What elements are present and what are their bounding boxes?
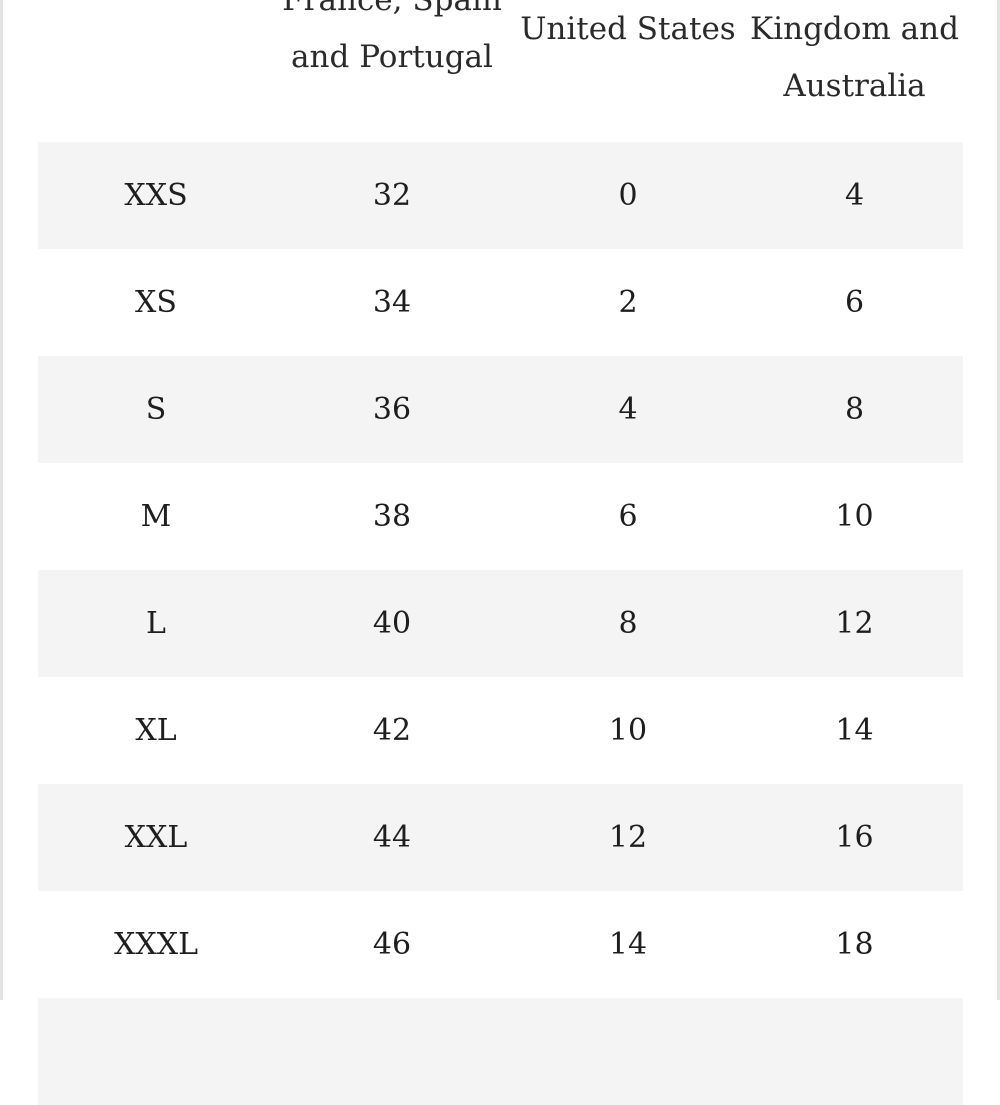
header-france-spain-portugal: France, Spain and Portugal — [282, 0, 502, 75]
size-label-cell: XS — [135, 285, 177, 320]
size-value-cell: 34 — [372, 285, 412, 320]
size-value-cell: 6 — [844, 285, 865, 320]
size-label-cell: L — [146, 606, 166, 641]
table-row: XXL 44 12 16 — [38, 784, 963, 891]
table-row: M 38 6 10 — [38, 463, 963, 570]
size-value-cell: 42 — [372, 713, 412, 748]
table-row: XL 42 10 14 — [38, 677, 963, 784]
size-label-cell: S — [145, 392, 167, 427]
size-value-cell: 4 — [618, 392, 638, 427]
size-label-cell: XXL — [124, 820, 188, 855]
size-value-cell: 12 — [835, 606, 874, 641]
left-frame-line — [0, 0, 3, 1000]
size-value-cell: 2 — [618, 285, 638, 320]
size-label-cell: XL — [135, 713, 177, 748]
table-row — [38, 998, 963, 1105]
size-conversion-table: France, Spain and Portugal United States … — [38, 0, 963, 1105]
table-header-row: France, Spain and Portugal United States … — [38, 0, 963, 142]
table-row: XXXL 46 14 18 — [38, 891, 963, 998]
table-row: S 36 4 8 — [38, 356, 963, 463]
size-value-cell: 6 — [618, 499, 638, 534]
table-row: XXS 32 0 4 — [38, 142, 963, 249]
size-value-cell: 32 — [372, 178, 412, 213]
table-body: XXS 32 0 4 XS 34 2 6 S 36 4 8 M 38 6 10 L 40 8 12 XL 42 10 14 XX… — [38, 142, 963, 1105]
size-value-cell: 16 — [835, 820, 874, 855]
size-value-cell: 38 — [372, 499, 412, 534]
table-row: XS 34 2 6 — [38, 249, 963, 356]
size-value-cell: 44 — [372, 820, 412, 855]
size-value-cell: 10 — [608, 713, 648, 748]
header-uk-australia: Kingdom and Australia — [750, 11, 959, 104]
size-value-cell: 18 — [835, 927, 874, 962]
size-value-cell: 12 — [608, 820, 648, 855]
size-value-cell: 14 — [608, 927, 648, 962]
size-value-cell: 4 — [844, 178, 865, 213]
size-value-cell: 36 — [372, 392, 412, 427]
size-value-cell: 40 — [372, 606, 412, 641]
right-frame-line — [997, 0, 1000, 1000]
size-value-cell: 10 — [835, 499, 874, 534]
size-value-cell: 0 — [618, 178, 638, 213]
table-row: L 40 8 12 — [38, 570, 963, 677]
size-value-cell: 8 — [618, 606, 638, 641]
size-value-cell: 8 — [844, 392, 865, 427]
size-label-cell: XXS — [124, 178, 188, 213]
size-value-cell: 46 — [372, 927, 412, 962]
header-united-states: United States — [520, 11, 736, 47]
size-label-cell: M — [140, 499, 172, 534]
size-value-cell: 14 — [835, 713, 874, 748]
size-label-cell: XXXL — [114, 927, 198, 962]
